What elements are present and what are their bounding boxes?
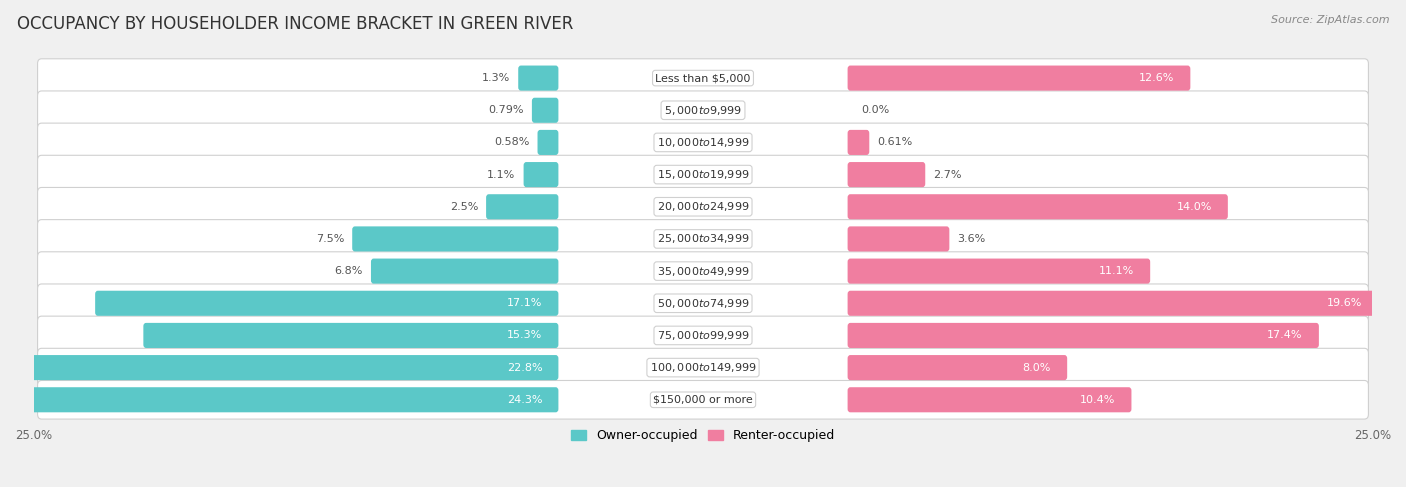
FancyBboxPatch shape bbox=[38, 91, 1368, 130]
Text: $15,000 to $19,999: $15,000 to $19,999 bbox=[657, 168, 749, 181]
FancyBboxPatch shape bbox=[519, 66, 558, 91]
FancyBboxPatch shape bbox=[371, 259, 558, 283]
FancyBboxPatch shape bbox=[38, 380, 1368, 419]
FancyBboxPatch shape bbox=[38, 252, 1368, 290]
Text: $20,000 to $24,999: $20,000 to $24,999 bbox=[657, 200, 749, 213]
Text: 11.1%: 11.1% bbox=[1099, 266, 1135, 276]
Text: OCCUPANCY BY HOUSEHOLDER INCOME BRACKET IN GREEN RIVER: OCCUPANCY BY HOUSEHOLDER INCOME BRACKET … bbox=[17, 15, 574, 33]
FancyBboxPatch shape bbox=[848, 130, 869, 155]
FancyBboxPatch shape bbox=[486, 194, 558, 219]
Text: 8.0%: 8.0% bbox=[1022, 363, 1052, 373]
FancyBboxPatch shape bbox=[38, 123, 1368, 162]
Text: $25,000 to $34,999: $25,000 to $34,999 bbox=[657, 232, 749, 245]
FancyBboxPatch shape bbox=[38, 284, 1368, 322]
FancyBboxPatch shape bbox=[848, 162, 925, 187]
FancyBboxPatch shape bbox=[848, 323, 1319, 348]
Text: 0.61%: 0.61% bbox=[877, 137, 912, 148]
FancyBboxPatch shape bbox=[38, 187, 1368, 226]
FancyBboxPatch shape bbox=[848, 259, 1150, 283]
FancyBboxPatch shape bbox=[0, 387, 558, 412]
Text: 1.1%: 1.1% bbox=[488, 169, 516, 180]
Text: 0.0%: 0.0% bbox=[860, 105, 889, 115]
FancyBboxPatch shape bbox=[531, 98, 558, 123]
Text: 19.6%: 19.6% bbox=[1326, 298, 1362, 308]
Text: $10,000 to $14,999: $10,000 to $14,999 bbox=[657, 136, 749, 149]
FancyBboxPatch shape bbox=[523, 162, 558, 187]
FancyBboxPatch shape bbox=[38, 316, 1368, 355]
Text: 3.6%: 3.6% bbox=[957, 234, 986, 244]
Text: $35,000 to $49,999: $35,000 to $49,999 bbox=[657, 264, 749, 278]
Text: 1.3%: 1.3% bbox=[482, 73, 510, 83]
Text: 17.4%: 17.4% bbox=[1267, 331, 1303, 340]
FancyBboxPatch shape bbox=[353, 226, 558, 251]
Text: Source: ZipAtlas.com: Source: ZipAtlas.com bbox=[1271, 15, 1389, 25]
Text: 24.3%: 24.3% bbox=[506, 395, 543, 405]
Text: 7.5%: 7.5% bbox=[316, 234, 344, 244]
FancyBboxPatch shape bbox=[38, 155, 1368, 194]
Text: $50,000 to $74,999: $50,000 to $74,999 bbox=[657, 297, 749, 310]
Text: 2.5%: 2.5% bbox=[450, 202, 478, 212]
Text: 0.58%: 0.58% bbox=[494, 137, 530, 148]
Text: 6.8%: 6.8% bbox=[335, 266, 363, 276]
Text: 0.79%: 0.79% bbox=[488, 105, 524, 115]
Text: 15.3%: 15.3% bbox=[508, 331, 543, 340]
FancyBboxPatch shape bbox=[96, 291, 558, 316]
Text: $150,000 or more: $150,000 or more bbox=[654, 395, 752, 405]
FancyBboxPatch shape bbox=[38, 220, 1368, 258]
Text: 12.6%: 12.6% bbox=[1139, 73, 1174, 83]
Text: 17.1%: 17.1% bbox=[508, 298, 543, 308]
FancyBboxPatch shape bbox=[143, 323, 558, 348]
FancyBboxPatch shape bbox=[537, 130, 558, 155]
Text: Less than $5,000: Less than $5,000 bbox=[655, 73, 751, 83]
Text: 14.0%: 14.0% bbox=[1177, 202, 1212, 212]
FancyBboxPatch shape bbox=[848, 66, 1191, 91]
FancyBboxPatch shape bbox=[848, 226, 949, 251]
Legend: Owner-occupied, Renter-occupied: Owner-occupied, Renter-occupied bbox=[567, 424, 839, 447]
Text: $5,000 to $9,999: $5,000 to $9,999 bbox=[664, 104, 742, 117]
FancyBboxPatch shape bbox=[38, 59, 1368, 97]
Text: 22.8%: 22.8% bbox=[506, 363, 543, 373]
FancyBboxPatch shape bbox=[848, 291, 1378, 316]
FancyBboxPatch shape bbox=[0, 355, 558, 380]
Text: $100,000 to $149,999: $100,000 to $149,999 bbox=[650, 361, 756, 374]
FancyBboxPatch shape bbox=[38, 348, 1368, 387]
FancyBboxPatch shape bbox=[848, 355, 1067, 380]
FancyBboxPatch shape bbox=[848, 194, 1227, 219]
Text: 10.4%: 10.4% bbox=[1080, 395, 1115, 405]
Text: 2.7%: 2.7% bbox=[934, 169, 962, 180]
Text: $75,000 to $99,999: $75,000 to $99,999 bbox=[657, 329, 749, 342]
FancyBboxPatch shape bbox=[848, 387, 1132, 412]
